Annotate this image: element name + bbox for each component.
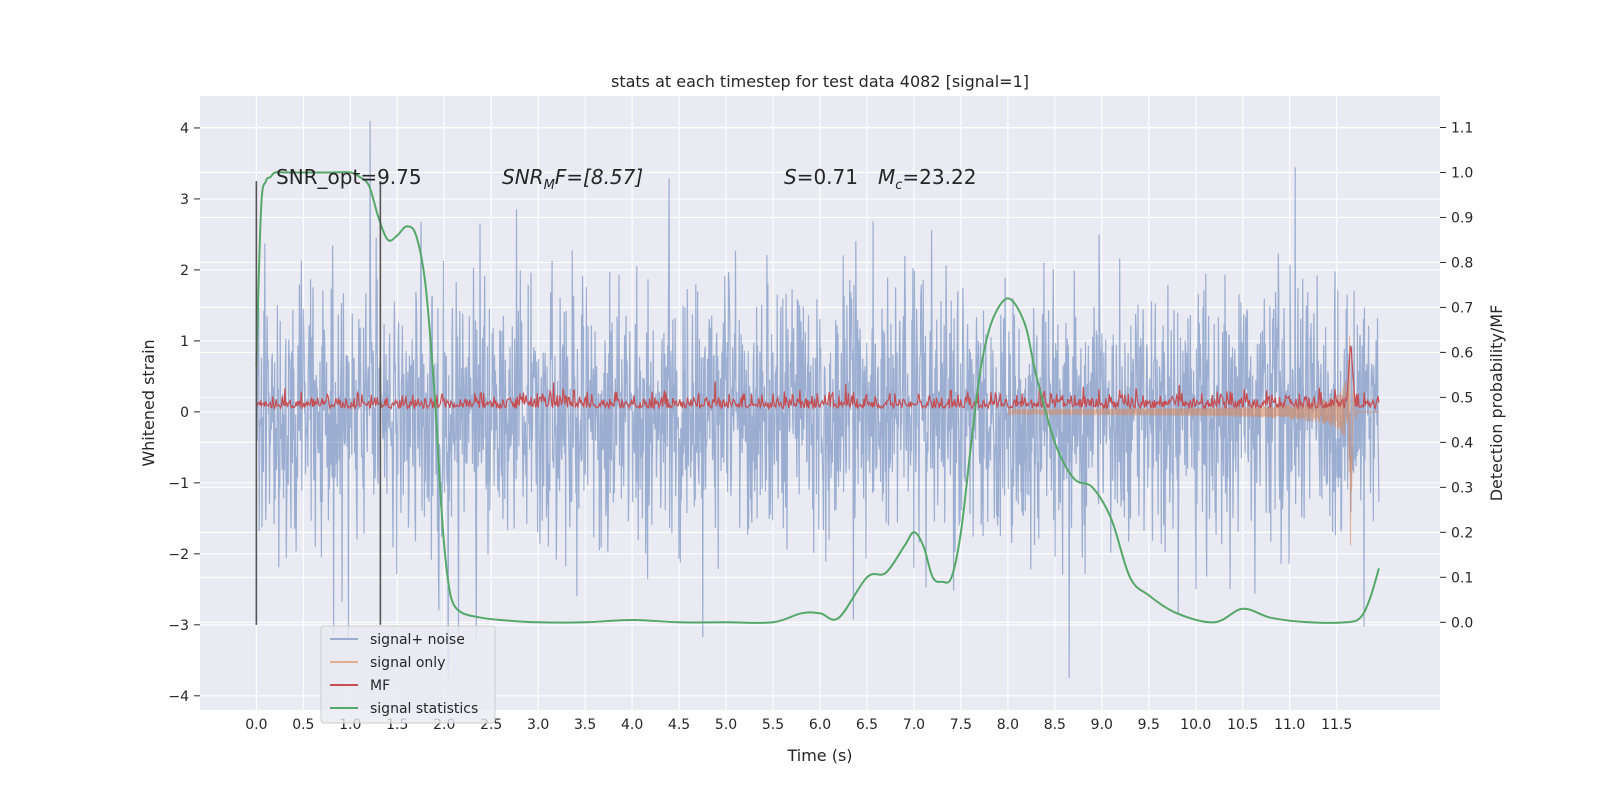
series-layer: [255, 120, 1380, 679]
x-tick-label: 4.0: [621, 717, 643, 733]
x-tick-label: 7.5: [950, 717, 972, 733]
annotation-snr-mf-tail: F=[8.57]: [555, 165, 643, 189]
y-right-tick-label: 0.7: [1451, 300, 1473, 316]
x-tick-label: 5.5: [762, 717, 784, 733]
annotation-snr-mf: SNRMF=[8.57]: [502, 165, 643, 193]
detection-window: [255, 181, 382, 625]
x-tick-label: 0.5: [292, 717, 314, 733]
annotation-snr-mf-var: SNR: [502, 165, 544, 189]
legend: signal+ noise signal only MF signal stat…: [320, 625, 496, 724]
x-tick-label: 6.5: [856, 717, 878, 733]
axes: 0.0 0.5 1.0 1.5 2.0 2.5 3.0 3.5 4.0 4.5 5.0 5.5 6.0 6…: [168, 120, 1473, 733]
annotation-mc-value: =23.22: [902, 165, 976, 189]
series-mf: [255, 345, 1380, 411]
x-tick-label: 11.5: [1321, 717, 1352, 733]
y-tick-label: 0: [180, 405, 189, 421]
y-tick-label: −3: [168, 618, 189, 634]
x-tick-label: 3.0: [527, 717, 549, 733]
series-signal-only: [1007, 336, 1379, 546]
y-right-tick-label: 1.0: [1451, 165, 1473, 181]
y-tick-label: −4: [168, 689, 189, 705]
y-tick-label: −2: [168, 547, 189, 563]
x-tick-label: 11.0: [1274, 717, 1305, 733]
series-signal-statistics: [255, 171, 1380, 624]
x-tick-label: 6.0: [809, 717, 831, 733]
annotation-mc: Mc=23.22: [878, 165, 976, 193]
x-tick-label: 4.5: [668, 717, 690, 733]
y-right-tick-label: 0.0: [1451, 615, 1473, 631]
y-right-tick-label: 0.3: [1451, 480, 1473, 496]
x-tick-label: 8.0: [997, 717, 1019, 733]
y-right-tick-label: 0.6: [1451, 345, 1473, 361]
annotation-mc-var: M: [878, 165, 895, 189]
chart-title: stats at each timestep for test data 408…: [611, 72, 1029, 91]
annotation-s-var: S: [784, 165, 797, 189]
annotation-snr-opt: SNR_opt=9.75: [276, 165, 422, 189]
legend-label-signal-statistics: signal statistics: [370, 701, 478, 717]
y-tick-label: 3: [180, 192, 189, 208]
y-axis-right-label: Detection probability/MF: [1487, 305, 1506, 502]
annotation-s-value: =0.71: [797, 165, 858, 189]
x-tick-label: 10.0: [1180, 717, 1211, 733]
annotation-snr-mf-sub: M: [544, 178, 555, 193]
legend-label-mf: MF: [370, 678, 390, 694]
y-right-tick-label: 0.4: [1451, 435, 1473, 451]
legend-label-signal-noise: signal+ noise: [370, 632, 465, 648]
y-right-tick-label: 0.1: [1451, 570, 1473, 586]
y-tick-label: 2: [180, 263, 189, 279]
y-right-tick-label: 0.8: [1451, 255, 1473, 271]
x-tick-label: 5.0: [715, 717, 737, 733]
x-tick-label: 9.5: [1138, 717, 1160, 733]
y-axis-label: Whitened strain: [139, 339, 158, 466]
y-tick-label: 1: [180, 334, 189, 350]
x-axis-label: Time (s): [786, 746, 852, 765]
legend-label-signal-only: signal only: [370, 655, 445, 671]
annotation-s: S=0.71: [784, 165, 858, 189]
y-tick-label: 4: [180, 121, 189, 137]
x-tick-label: 10.5: [1227, 717, 1258, 733]
x-tick-label: 0.0: [245, 717, 267, 733]
x-tick-label: 9.0: [1091, 717, 1113, 733]
y-tick-label: −1: [168, 476, 189, 492]
y-right-tick-label: 0.2: [1451, 525, 1473, 541]
x-tick-label: 7.0: [903, 717, 925, 733]
y-right-tick-label: 0.5: [1451, 390, 1473, 406]
annotation-mc-sub: c: [895, 178, 902, 193]
y-right-tick-label: 0.9: [1451, 210, 1473, 226]
x-tick-label: 3.5: [574, 717, 596, 733]
legend-box: [320, 625, 496, 724]
x-tick-label: 8.5: [1044, 717, 1066, 733]
y-right-tick-label: 1.1: [1451, 120, 1473, 136]
